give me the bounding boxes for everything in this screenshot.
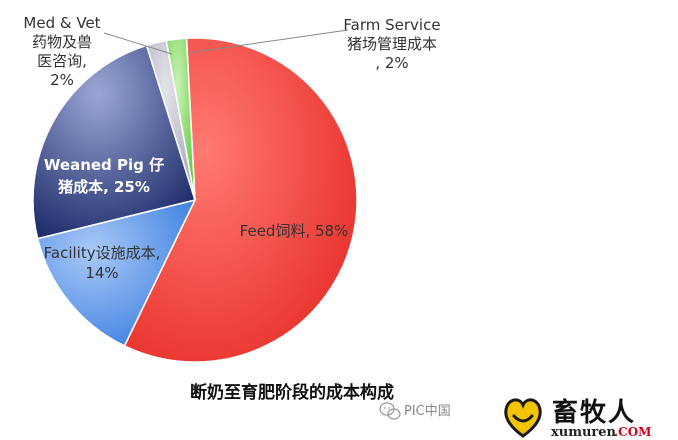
logo-en: xumuren [551, 425, 617, 440]
heart-smile-icon [504, 398, 542, 438]
logo-cn: 畜牧人 [552, 397, 636, 428]
slice-label-facility: Facility设施成本, 14% [44, 244, 161, 282]
pie-slice-feed [123, 37, 358, 363]
watermark-text: PIC中国 [404, 404, 451, 419]
wechat-icon [379, 402, 401, 420]
logo-com: .COM [614, 425, 651, 439]
pie-slice-farm-service [165, 37, 196, 201]
leader-line-med-vet [103, 32, 173, 55]
leader-line-farm-service [187, 29, 349, 54]
slice-label-weaned-pig: Weaned Pig 仔猪成本, 25% [44, 156, 164, 196]
slice-label-farm-service: Farm Service 猪场管理成本, 2% [343, 16, 440, 72]
slice-labels: Feed饲料, 58% Facility设施成本, 14% Weaned Pig 仔猪… [23, 14, 440, 282]
chart-title: 断奶至育肥阶段的成本构成 [190, 382, 394, 403]
pie-slice-facility [36, 198, 197, 347]
pie-slice-weaned-pig [32, 44, 196, 240]
pie-slices [32, 37, 358, 363]
slice-label-feed: Feed饲料, 58% [240, 222, 349, 240]
slice-label-med-vet: Med & Vet 药物及兽医咨询, 2% [23, 14, 100, 89]
